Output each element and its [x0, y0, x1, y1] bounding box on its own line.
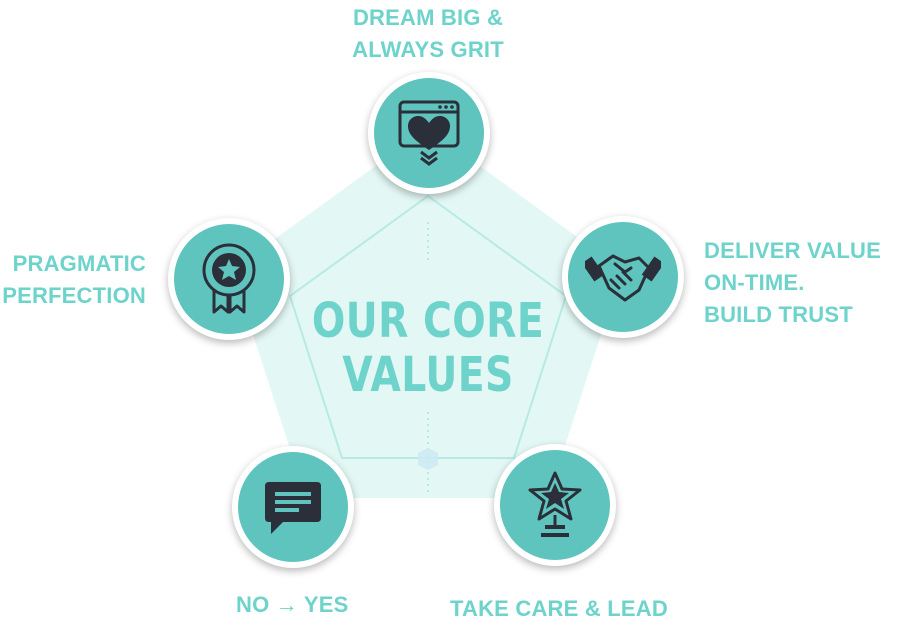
value-label-dream-big: DREAM BIG & ALWAYS GRIT: [300, 2, 556, 66]
value-label-line: NO → YES: [236, 592, 349, 617]
value-label-no-yes: NO → YES: [236, 589, 376, 621]
hexagon-marker: [418, 448, 438, 470]
value-node-pragmatic: [168, 218, 290, 340]
handshake-icon: [585, 254, 661, 302]
outer-pentagon: [232, 128, 622, 498]
value-node-deliver-value: [562, 216, 684, 338]
value-label-deliver-value: DELIVER VALUE ON-TIME. BUILD TRUST: [704, 235, 904, 331]
chat-bubble-icon: [265, 482, 321, 534]
value-label-line: DELIVER VALUE: [704, 238, 881, 263]
value-label-take-care: TAKE CARE & LEAD: [450, 593, 680, 625]
value-label-line: PERFECTION: [2, 283, 146, 308]
value-label-line: DREAM BIG &: [352, 5, 504, 30]
value-node-no-yes: [232, 446, 354, 568]
value-label-line: BUILD TRUST: [704, 302, 853, 327]
value-label-line: TAKE CARE & LEAD: [450, 596, 668, 621]
value-node-dream-big: [368, 72, 490, 194]
star-trophy-icon: [528, 471, 582, 537]
center-title-line1: OUR CORE: [311, 293, 545, 349]
value-label-pragmatic: PRAGMATIC PERFECTION: [0, 248, 146, 312]
value-label-line: ALWAYS GRIT: [352, 37, 504, 62]
award-ribbon-icon: [202, 243, 256, 314]
value-node-take-care: [494, 444, 616, 566]
value-label-line: PRAGMATIC: [12, 251, 146, 276]
value-label-line: ON-TIME.: [704, 270, 805, 295]
center-title: OUR CORE VALUES: [297, 294, 559, 402]
center-title-line2: VALUES: [342, 347, 514, 403]
browser-heart-icon: [398, 100, 460, 166]
